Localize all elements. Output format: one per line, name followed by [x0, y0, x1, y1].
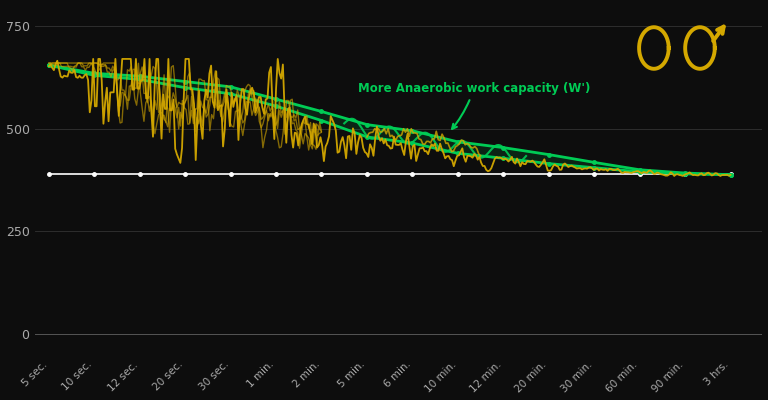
Text: More Anaerobic work capacity (W'): More Anaerobic work capacity (W'): [358, 82, 591, 129]
